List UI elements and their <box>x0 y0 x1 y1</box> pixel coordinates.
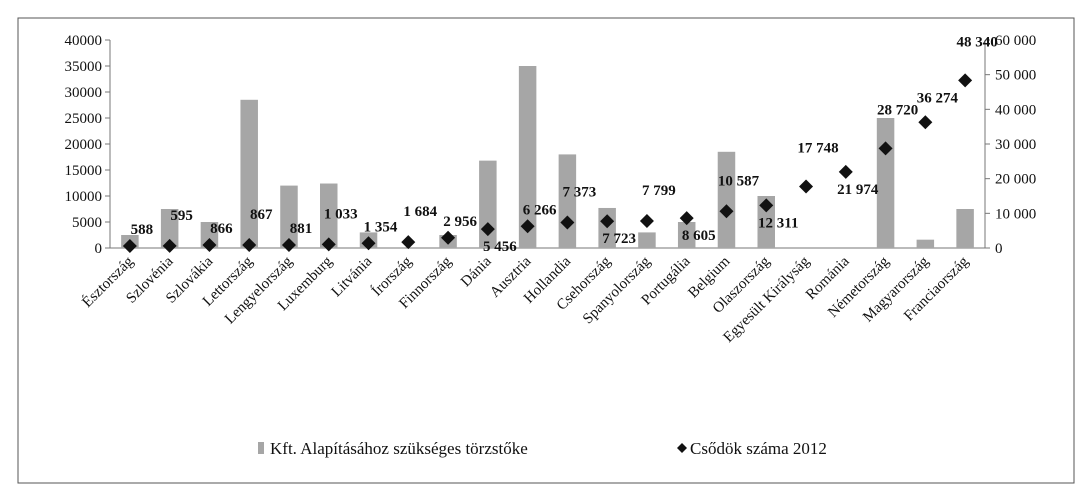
data-label: 48 340 <box>956 34 997 50</box>
y2-tick-label: 0 <box>995 241 1003 257</box>
y2-tick-label: 30 000 <box>995 137 1036 153</box>
legend-label: Csődök száma 2012 <box>690 439 827 458</box>
bar <box>638 232 656 248</box>
x-tick-label: Litvánia <box>329 253 376 300</box>
diamond-marker <box>838 164 853 179</box>
data-label: 1 354 <box>364 219 398 235</box>
diamond-marker <box>520 219 535 234</box>
bar <box>956 209 974 248</box>
y2-tick-label: 20 000 <box>995 172 1036 188</box>
data-label: 7 373 <box>563 184 597 200</box>
diamond-marker <box>122 238 137 253</box>
diamond-marker <box>281 237 296 252</box>
diamond-marker <box>361 236 376 251</box>
diamond-marker <box>401 235 416 250</box>
data-label: 2 956 <box>443 214 477 230</box>
y-tick-label: 25000 <box>65 111 103 127</box>
bar <box>320 183 338 248</box>
y-tick-label: 35000 <box>65 59 103 75</box>
diamond-marker <box>958 73 973 88</box>
data-label: 7 723 <box>602 231 636 247</box>
chart-frame <box>17 17 1075 484</box>
diamond-marker <box>202 237 217 252</box>
legend-label: Kft. Alapításához szükséges törzstőke <box>270 439 528 458</box>
bar <box>677 222 696 248</box>
data-label: 866 <box>210 221 233 237</box>
diamond-marker <box>600 214 615 229</box>
data-label: 7 799 <box>642 183 676 199</box>
data-label: 36 274 <box>917 90 959 106</box>
diamond-marker <box>560 215 575 230</box>
data-label: 28 720 <box>877 102 918 118</box>
y-tick-label: 20000 <box>65 137 103 153</box>
bar <box>876 118 895 248</box>
data-label: 881 <box>290 221 313 237</box>
y2-tick-label: 60 000 <box>995 33 1036 49</box>
data-label: 595 <box>170 208 193 224</box>
diamond-marker <box>759 198 774 213</box>
y2-tick-label: 50 000 <box>995 68 1036 84</box>
diamond-marker <box>162 238 177 253</box>
x-tick-label: Észtország <box>79 252 137 310</box>
data-label: 1 033 <box>324 206 358 222</box>
bar <box>717 151 736 248</box>
bar <box>200 222 219 248</box>
y-tick-label: 0 <box>95 241 103 257</box>
diamond-marker <box>878 141 893 156</box>
bar <box>757 196 775 248</box>
diamond-marker <box>480 222 495 237</box>
y-tick-label: 15000 <box>65 163 103 179</box>
y-tick-label: 40000 <box>65 33 103 49</box>
diamond-marker <box>639 213 654 228</box>
diamond-marker <box>242 237 257 252</box>
bar <box>916 239 935 248</box>
data-label: 17 748 <box>797 140 838 156</box>
diamond-marker <box>679 211 694 226</box>
bar <box>479 160 497 248</box>
x-tick-label: Dánia <box>458 253 495 290</box>
bar <box>518 66 537 248</box>
data-label: 10 587 <box>718 173 760 189</box>
y2-tick-label: 10 000 <box>995 206 1036 222</box>
bar <box>160 209 179 248</box>
y-tick-label: 5000 <box>72 215 102 231</box>
data-label: 21 974 <box>837 182 879 198</box>
bar <box>280 185 298 248</box>
data-label: 6 266 <box>523 202 557 218</box>
bar <box>558 154 577 248</box>
bar <box>240 99 258 248</box>
data-label: 5 456 <box>483 239 517 255</box>
legend-swatch <box>677 443 687 453</box>
diamond-marker <box>918 115 933 130</box>
legend-swatch <box>258 442 264 454</box>
diamond-marker <box>441 230 456 245</box>
diamond-marker <box>719 204 734 219</box>
y-tick-label: 30000 <box>65 85 103 101</box>
data-label: 588 <box>131 222 154 238</box>
diamond-marker <box>799 179 814 194</box>
data-label: 8 605 <box>682 228 716 244</box>
diamond-marker <box>321 237 336 252</box>
y-tick-label: 10000 <box>65 189 103 205</box>
y2-tick-label: 40 000 <box>995 102 1036 118</box>
data-label: 867 <box>250 207 273 223</box>
data-label: 1 684 <box>403 204 437 220</box>
data-label: 12 311 <box>758 215 798 231</box>
